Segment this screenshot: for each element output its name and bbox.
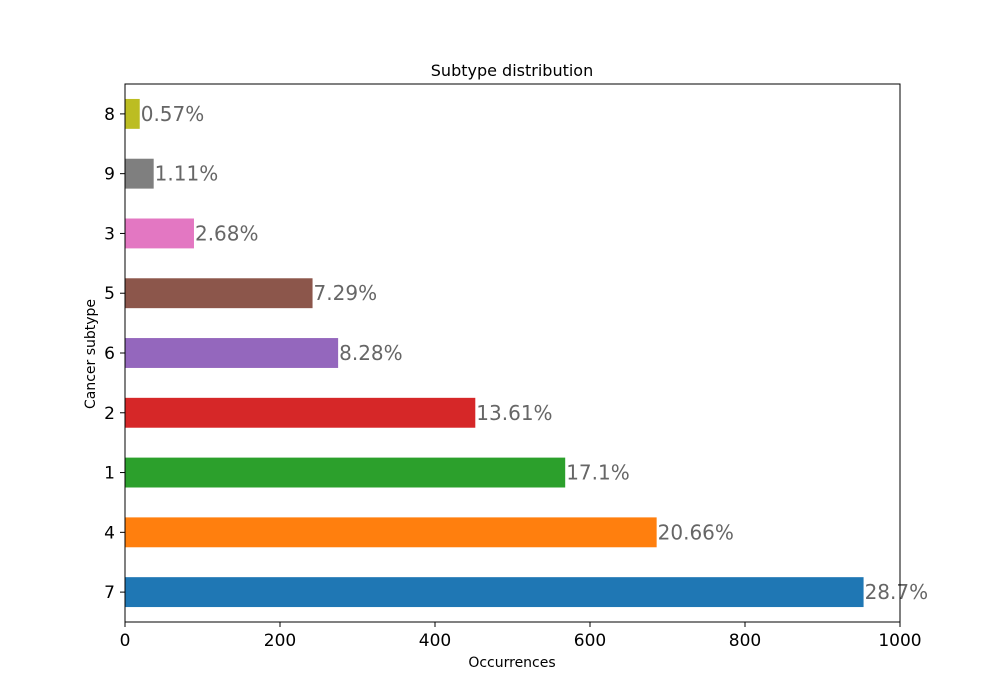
x-tick-label: 1000 xyxy=(878,631,921,651)
plot-area: 28.7% 7 20.66% 4 17.1% 1 13.61% 2 8.28% 6 7.29% 5 2.… xyxy=(104,83,929,651)
y-tick-label: 8 xyxy=(104,105,115,125)
y-tick-label: 3 xyxy=(104,224,115,244)
y-tick-label: 6 xyxy=(104,344,115,364)
data-label: 8.28% xyxy=(339,341,403,365)
bar xyxy=(125,218,194,249)
x-axis-label: Occurrences xyxy=(468,655,555,671)
x-tick-label: 800 xyxy=(729,631,761,651)
data-label: 2.68% xyxy=(195,221,259,245)
data-label: 20.66% xyxy=(658,520,734,544)
y-tick-label: 1 xyxy=(104,464,115,484)
bar xyxy=(125,278,313,309)
data-label: 28.7% xyxy=(865,580,929,604)
bar xyxy=(125,158,154,189)
x-tick-label: 400 xyxy=(419,631,451,651)
x-tick-label: 200 xyxy=(264,631,296,651)
data-label: 13.61% xyxy=(476,401,552,425)
data-label: 0.57% xyxy=(141,102,205,126)
x-tick-label: 0 xyxy=(120,631,131,651)
bar xyxy=(125,517,657,548)
x-tick-label: 600 xyxy=(574,631,606,651)
y-tick-label: 9 xyxy=(104,165,115,185)
bar xyxy=(125,98,140,129)
chart-title: Subtype distribution xyxy=(431,61,593,80)
y-tick-label: 7 xyxy=(104,583,115,603)
bar xyxy=(125,338,339,368)
data-label: 1.11% xyxy=(155,162,219,186)
data-label: 17.1% xyxy=(566,461,630,485)
plot-frame xyxy=(124,83,901,623)
data-label: 7.29% xyxy=(314,281,378,305)
y-tick-label: 2 xyxy=(104,404,115,424)
bar xyxy=(125,577,864,608)
y-tick-label: 5 xyxy=(104,284,115,304)
y-tick-label: 4 xyxy=(104,523,115,543)
bar xyxy=(125,457,566,488)
bar xyxy=(125,397,476,428)
y-axis-label: Cancer subtype xyxy=(83,299,99,409)
